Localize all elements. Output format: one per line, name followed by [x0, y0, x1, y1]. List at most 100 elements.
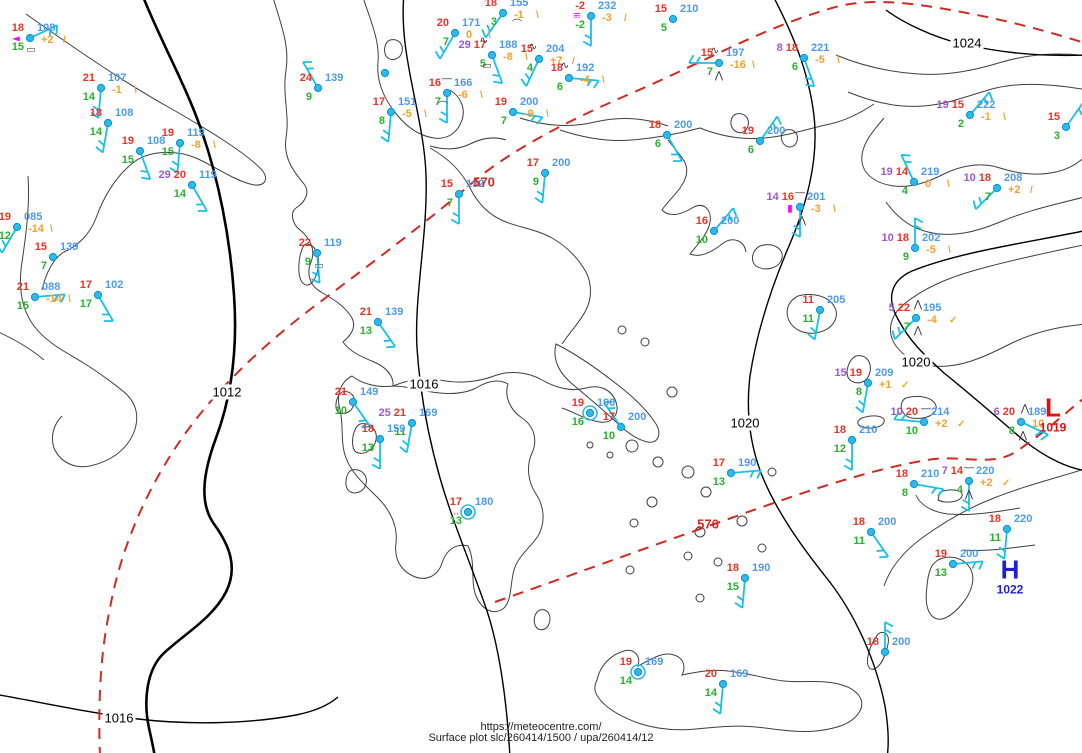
wind-barb	[1065, 102, 1082, 128]
wind-barb	[855, 382, 869, 414]
station-temperature: 20	[704, 668, 717, 680]
weather-symbol-icon: ‥	[452, 506, 460, 518]
station-marker	[726, 468, 762, 479]
station-dewpoint: 5	[660, 22, 667, 34]
station-marker	[311, 248, 322, 284]
island-cyclades	[700, 486, 712, 498]
wind-barb	[311, 252, 321, 284]
isobar-label: 1016	[407, 376, 441, 392]
island-skyros	[666, 386, 678, 398]
station-temperature: 19	[571, 397, 584, 409]
tendency-trace-icon: \	[488, 30, 491, 41]
station-pressure-tendency: -4	[580, 74, 590, 86]
isobar-label: 1016	[102, 710, 136, 726]
weather-symbol-icon: ⋀	[714, 70, 724, 82]
coast-balkan-west	[273, 0, 394, 387]
station-marker	[1061, 102, 1082, 132]
station-marker	[712, 679, 728, 715]
station-pressure: 108	[147, 135, 166, 147]
station-circle	[880, 647, 890, 657]
station-pressure: 232	[598, 0, 617, 12]
station-pressure: 119	[187, 127, 205, 139]
isobar-label: 1020	[728, 415, 762, 431]
station-circle	[313, 83, 323, 93]
station-temperature: 15	[700, 47, 713, 59]
station-marker	[95, 118, 113, 154]
station-pressure-tendency: -1	[514, 9, 524, 21]
tendency-trace-icon: \	[50, 224, 53, 235]
island-lesbos	[786, 293, 837, 334]
station-circle	[564, 73, 574, 83]
station-visibility: 10	[963, 172, 976, 184]
wind-barb	[712, 683, 724, 715]
coast-ne-greece	[429, 147, 591, 345]
station-circle	[992, 183, 1002, 193]
wind-barb	[884, 621, 894, 652]
weather-symbol-icon: ⌒	[512, 19, 522, 31]
station-circle	[910, 243, 920, 253]
station-marker	[380, 107, 396, 143]
station-marker	[450, 189, 464, 225]
weather-symbol-icon: ⋀	[1020, 403, 1030, 415]
station-pressure: 188	[499, 39, 518, 51]
station-pressure-tendency: -9	[524, 108, 534, 120]
station-marker	[843, 435, 857, 471]
station-temperature: 15	[520, 43, 533, 55]
station-circle	[585, 408, 595, 418]
weather-symbol-icon: ∿	[710, 45, 720, 57]
station-temperature: 18	[648, 119, 661, 131]
station-temperature: 17	[712, 457, 725, 469]
station-circle	[662, 130, 672, 140]
station-pressure: 200	[674, 119, 693, 131]
station-circle	[463, 507, 473, 517]
station-dewpoint: 15	[161, 146, 174, 158]
station-marker	[487, 50, 504, 85]
station-circle	[12, 222, 22, 232]
station-pressure: 190	[597, 397, 616, 409]
tendency-trace-icon: \	[602, 75, 605, 86]
station-temperature: 21	[82, 72, 95, 84]
station-pressure: 190	[752, 562, 771, 574]
station-marker	[855, 378, 873, 414]
station-marker	[880, 621, 894, 657]
station-dewpoint: 11	[989, 532, 1001, 544]
station-dewpoint: 3	[490, 16, 497, 28]
station-visibility: 7	[941, 465, 948, 477]
island-ikaria	[857, 415, 885, 429]
border-line-3	[519, 117, 669, 127]
station-pressure: 159	[387, 423, 406, 435]
station-marker	[135, 146, 152, 181]
station-marker	[668, 14, 678, 24]
station-temperature: 17	[526, 157, 539, 169]
island-kos	[937, 489, 963, 503]
station-temperature: 17	[372, 96, 385, 108]
wind-barb	[913, 483, 945, 497]
station-dewpoint: 7	[446, 197, 453, 209]
station-dewpoint: 7	[442, 36, 449, 48]
station-circle	[668, 14, 678, 24]
thickness-570	[98, 1, 1082, 753]
station-pressure-tendency: 0	[466, 29, 473, 41]
station-visibility: 5	[888, 302, 895, 314]
station-pressure: 210	[921, 468, 940, 480]
station-pressure-tendency: -5	[815, 54, 825, 66]
station-dewpoint: 7	[706, 66, 713, 78]
station-circle	[586, 11, 596, 21]
coast-peloponnese	[338, 375, 544, 612]
border-lakes-1	[363, 0, 464, 139]
station-pressure-tendency: -8	[503, 51, 513, 63]
station-circle	[380, 68, 390, 78]
station-marker	[564, 73, 600, 89]
station-circle	[187, 180, 197, 190]
weather-symbol-icon: ▮	[787, 203, 793, 215]
station-dewpoint: 16	[571, 416, 584, 428]
station-dewpoint: 8	[855, 386, 862, 398]
isobar-1020-east	[891, 230, 1082, 471]
tendency-trace-icon: \	[536, 10, 539, 21]
weather-symbol-icon: ⋀	[1018, 430, 1028, 442]
station-pressure: 200	[878, 516, 897, 528]
map-footer: https://meteocentre.com/ Surface plot sl…	[0, 722, 1082, 744]
station-marker	[891, 313, 921, 340]
weather-symbol-icon: ▭	[26, 44, 36, 56]
